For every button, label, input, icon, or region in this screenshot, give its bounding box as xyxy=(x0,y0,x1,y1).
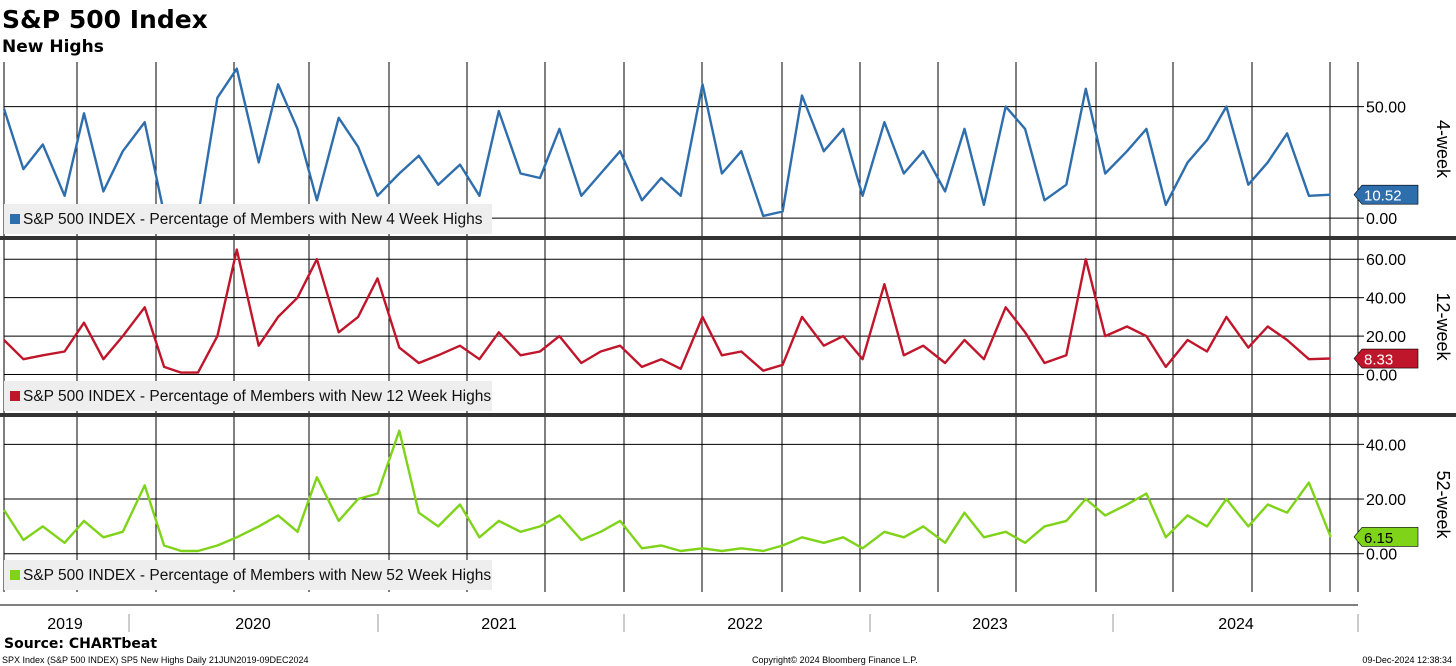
last-value-marker xyxy=(1353,527,1419,547)
panel-52-week: 0.00 20.00 40.00 6.15 S&P 500 INDEX - Percen… xyxy=(2,417,1453,592)
legend-swatch xyxy=(10,214,20,224)
series-line-12-week xyxy=(3,248,1331,374)
x-tick-label: 2023 xyxy=(972,616,1008,633)
y-tick-label: 0.00 xyxy=(1366,211,1397,228)
y-tick-label: 40.00 xyxy=(1366,437,1406,454)
x-tick-label: 2022 xyxy=(727,616,763,633)
series-description: SPX Index (S&P 500 INDEX) SP5 New Highs … xyxy=(2,655,308,665)
panel-side-label: 52-week xyxy=(1433,470,1453,539)
legend-text: S&P 500 INDEX - Percentage of Members wi… xyxy=(23,388,491,405)
panel-12-week: 0.00 20.00 40.00 60.00 8.33 S&P 500 INDEX - P… xyxy=(0,240,1456,417)
last-value-label: 6.15 xyxy=(1364,530,1393,547)
source-label: Source: CHARTbeat xyxy=(4,636,157,652)
last-value-marker xyxy=(1353,184,1419,205)
panel-separator xyxy=(0,236,1456,240)
last-value-label: 8.33 xyxy=(1364,352,1393,369)
series-line-52-week xyxy=(2,429,1332,553)
legend-box xyxy=(4,204,492,234)
y-tick-label: 0.00 xyxy=(1366,547,1397,564)
x-tick-label: 2020 xyxy=(235,616,271,633)
chart-subtitle: New Highs xyxy=(2,37,104,57)
series-line-4-week xyxy=(2,67,1331,218)
panel-separator xyxy=(0,413,1456,417)
copyright-label: Copyright© 2024 Bloomberg Finance L.P. xyxy=(752,655,918,665)
legend-box xyxy=(4,560,492,590)
y-tick-label: 20.00 xyxy=(1366,329,1406,346)
y-tick-label: 0.00 xyxy=(1366,368,1397,385)
legend-box xyxy=(4,381,492,411)
chart-panels: 0.00 50.00 10.52 S&P 500 INDEX - Percentage… xyxy=(0,62,1456,592)
chart-title: S&P 500 Index xyxy=(2,5,208,34)
panel-side-label: 12-week xyxy=(1433,292,1453,361)
x-tick-label: 2024 xyxy=(1218,616,1254,633)
last-value-label: 10.52 xyxy=(1364,188,1402,205)
last-value-marker xyxy=(1353,348,1419,369)
y-tick-label: 20.00 xyxy=(1366,492,1406,509)
y-tick-label: 50.00 xyxy=(1366,100,1406,117)
y-tick-label: 60.00 xyxy=(1366,252,1406,269)
y-tick-label: 40.00 xyxy=(1366,291,1406,308)
x-tick-label: 2019 xyxy=(47,616,83,633)
x-tick-label: 2021 xyxy=(481,616,517,633)
legend-text: S&P 500 INDEX - Percentage of Members wi… xyxy=(23,211,483,228)
x-axis: 2019 2020 2021 2022 2023 2024 xyxy=(0,604,1359,633)
panel-4-week: 0.00 50.00 10.52 S&P 500 INDEX - Percentage… xyxy=(0,62,1456,240)
legend-swatch xyxy=(10,391,20,401)
panel-side-label: 4-week xyxy=(1433,120,1453,179)
timestamp-label: 09-Dec-2024 12:38:34 xyxy=(1362,655,1452,665)
legend-text: S&P 500 INDEX - Percentage of Members wi… xyxy=(23,567,491,584)
legend-swatch xyxy=(10,570,20,580)
